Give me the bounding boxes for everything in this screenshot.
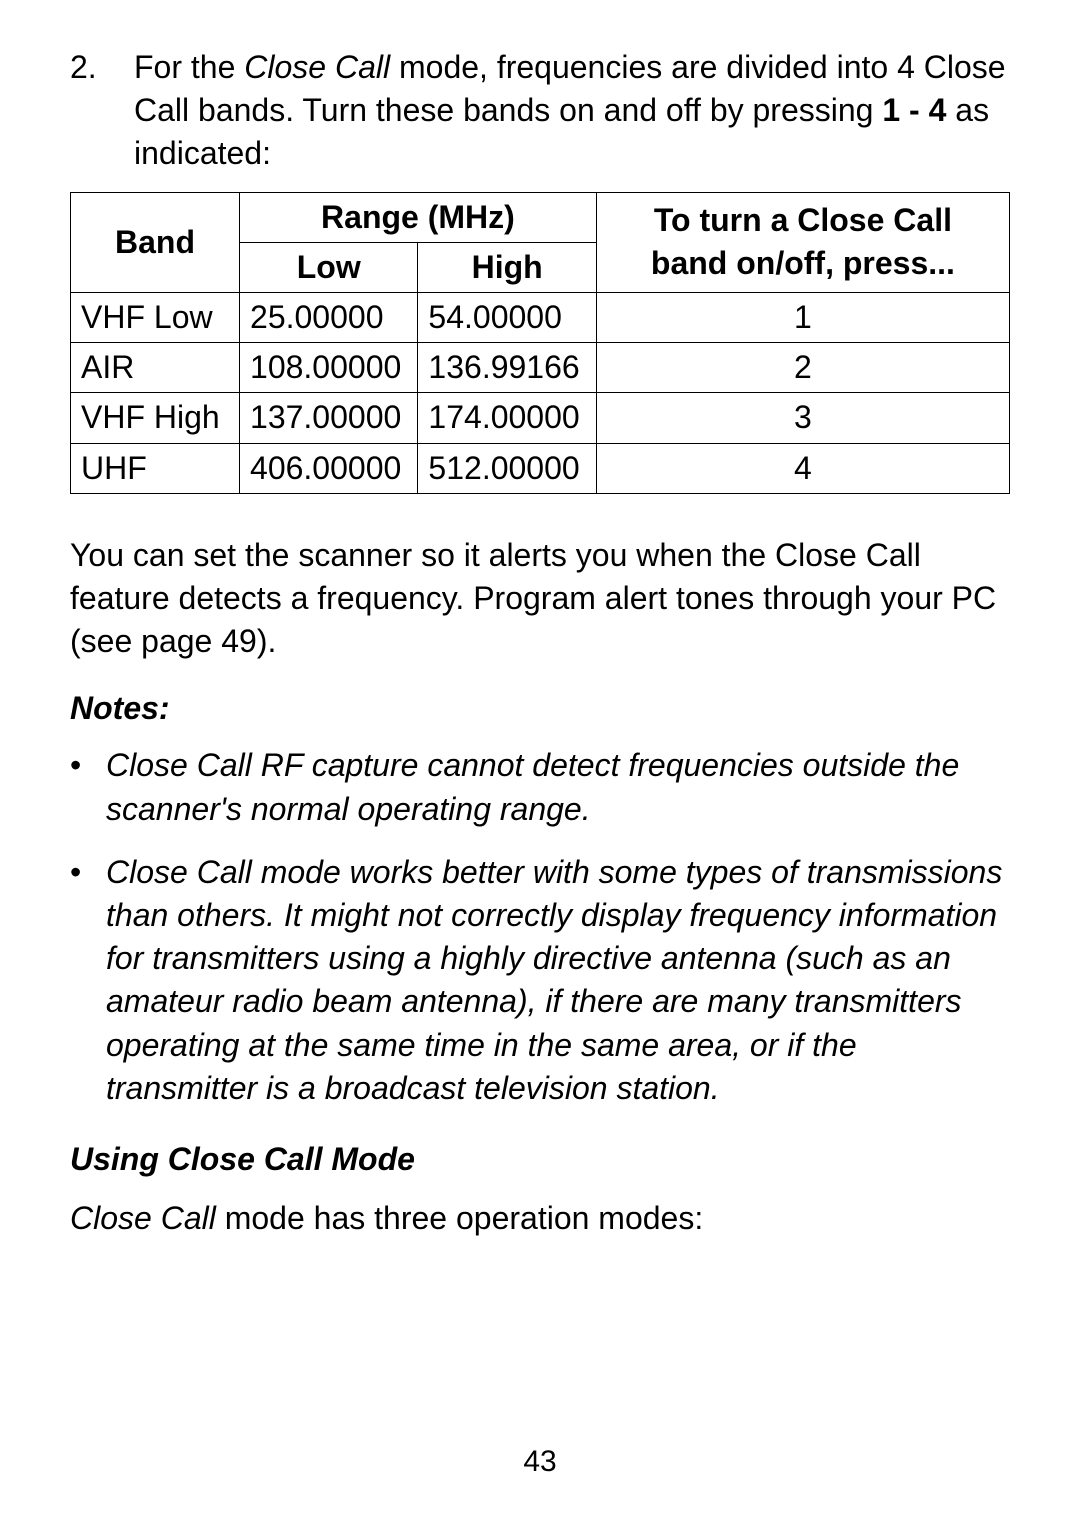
cell-low: 25.00000 [240, 292, 418, 342]
cell-band: VHF Low [71, 292, 240, 342]
page-number: 43 [0, 1442, 1080, 1483]
header-press-line2: band on/off, press... [651, 245, 955, 281]
header-press-line1: To turn a Close Call [654, 202, 952, 238]
step-text-bold: 1 - 4 [882, 92, 946, 128]
table-row: UHF 406.00000 512.00000 4 [71, 443, 1010, 493]
step-body: For the Close Call mode, frequencies are… [134, 46, 1010, 176]
header-press: To turn a Close Call band on/off, press.… [596, 192, 1009, 292]
note-text: Close Call mode works better with some t… [106, 851, 1010, 1110]
note-text: Close Call RF capture cannot detect freq… [106, 744, 1010, 830]
list-item: • Close Call mode works better with some… [70, 851, 1010, 1110]
table-row: AIR 108.00000 136.99166 2 [71, 343, 1010, 393]
band-table-head: Band Range (MHz) To turn a Close Call ba… [71, 192, 1010, 292]
step-number: 2. [70, 46, 134, 176]
cell-band: AIR [71, 343, 240, 393]
notes-list: • Close Call RF capture cannot detect fr… [70, 744, 1010, 1110]
numbered-step: 2. For the Close Call mode, frequencies … [70, 46, 1010, 176]
header-range: Range (MHz) [240, 192, 597, 242]
closing-rest: mode has three operation modes: [216, 1200, 703, 1236]
bullet-icon: • [70, 744, 106, 830]
cell-high: 512.00000 [418, 443, 596, 493]
cell-press: 1 [596, 292, 1009, 342]
closing-paragraph: Close Call mode has three operation mode… [70, 1197, 1010, 1240]
using-close-call-heading: Using Close Call Mode [70, 1138, 1010, 1181]
bullet-icon: • [70, 851, 106, 1110]
header-high: High [418, 242, 596, 292]
cell-press: 2 [596, 343, 1009, 393]
header-low: Low [240, 242, 418, 292]
paragraph-after-table: You can set the scanner so it alerts you… [70, 534, 1010, 664]
notes-heading: Notes: [70, 687, 1010, 730]
cell-low: 137.00000 [240, 393, 418, 443]
band-table: Band Range (MHz) To turn a Close Call ba… [70, 192, 1010, 494]
table-row: VHF Low 25.00000 54.00000 1 [71, 292, 1010, 342]
table-row: VHF High 137.00000 174.00000 3 [71, 393, 1010, 443]
cell-low: 108.00000 [240, 343, 418, 393]
step-text-em: Close Call [244, 49, 390, 85]
list-item: • Close Call RF capture cannot detect fr… [70, 744, 1010, 830]
cell-high: 174.00000 [418, 393, 596, 443]
cell-band: UHF [71, 443, 240, 493]
cell-high: 54.00000 [418, 292, 596, 342]
band-table-header-row-1: Band Range (MHz) To turn a Close Call ba… [71, 192, 1010, 242]
header-band: Band [71, 192, 240, 292]
document-page: 2. For the Close Call mode, frequencies … [0, 0, 1080, 1522]
cell-high: 136.99166 [418, 343, 596, 393]
cell-low: 406.00000 [240, 443, 418, 493]
cell-press: 4 [596, 443, 1009, 493]
cell-press: 3 [596, 393, 1009, 443]
band-table-body: VHF Low 25.00000 54.00000 1 AIR 108.0000… [71, 292, 1010, 493]
closing-em: Close Call [70, 1200, 216, 1236]
step-text-pre: For the [134, 49, 244, 85]
cell-band: VHF High [71, 393, 240, 443]
